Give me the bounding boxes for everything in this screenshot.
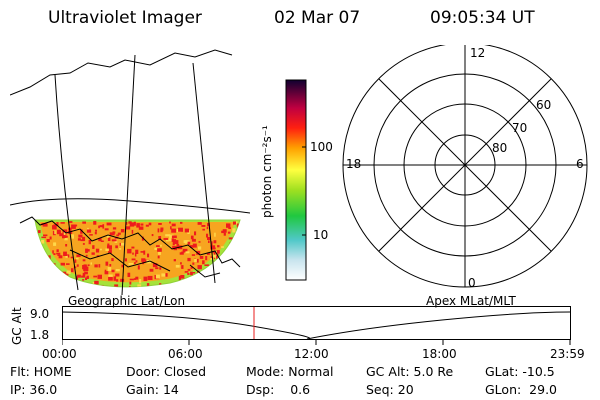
geographic-label: Geographic Lat/Lon xyxy=(68,294,186,308)
meridian-line xyxy=(54,74,79,291)
status-mode: Mode: Normal xyxy=(246,364,334,379)
time-tick-1800: 18:00 xyxy=(422,347,457,361)
intensity-colorbar xyxy=(285,79,307,281)
colorbar-label: photon cm⁻²s⁻¹ xyxy=(260,125,274,218)
gc-alt-axis-label: GC Alt xyxy=(10,307,24,345)
time-tick-2359: 23:59 xyxy=(550,347,585,361)
meridian-line xyxy=(121,54,136,295)
apex-label: Apex MLat/MLT xyxy=(426,294,516,308)
geographic-map-panel xyxy=(10,49,250,295)
lat-label-80: 80 xyxy=(492,141,508,155)
status-glat: GLat: -10.5 xyxy=(485,364,555,379)
status-gc-alt: GC Alt: 5.0 Re xyxy=(366,364,454,379)
polar-plot xyxy=(342,45,588,288)
coastline xyxy=(69,249,171,272)
mlt-label-18: 18 xyxy=(346,157,362,171)
coastline xyxy=(19,216,241,268)
status-gain: Gain: 14 xyxy=(126,382,179,397)
status-dsp: Dsp: 0.6 xyxy=(246,382,311,397)
time-tick-0000: 00:00 xyxy=(42,347,77,361)
colorbar-tick-100: 100 xyxy=(310,140,333,154)
mlt-label-12: 12 xyxy=(470,46,486,60)
orbit-altitude-plot xyxy=(62,306,571,345)
alt-min-label: 1.8 xyxy=(30,328,50,342)
coastline xyxy=(189,264,221,278)
colorbar-tick-10: 10 xyxy=(313,228,329,242)
altitude-curve xyxy=(62,311,571,340)
instrument-title: Ultraviolet Imager xyxy=(48,8,202,28)
status-flt: Flt: HOME xyxy=(10,364,72,379)
status-seq: Seq: 20 xyxy=(366,382,414,397)
time-tick-0600: 06:00 xyxy=(168,347,203,361)
status-door: Door: Closed xyxy=(126,364,207,379)
time-tick-1200: 12:00 xyxy=(294,347,329,361)
lat-label-70: 70 xyxy=(512,121,528,135)
image-time: 09:05:34 UT xyxy=(430,8,535,28)
coastline xyxy=(10,49,233,96)
image-date: 02 Mar 07 xyxy=(274,8,361,28)
lat-label-60: 60 xyxy=(536,98,552,112)
aurora-image xyxy=(34,219,241,288)
mlt-label-6: 6 xyxy=(576,157,584,171)
latitude-line xyxy=(10,198,250,214)
mlt-label-0: 0 xyxy=(468,276,476,290)
status-ip: IP: 36.0 xyxy=(10,382,58,397)
status-glon: GLon: 29.0 xyxy=(485,382,558,397)
meridian-line xyxy=(192,62,216,284)
alt-max-label: 9.0 xyxy=(30,307,50,321)
